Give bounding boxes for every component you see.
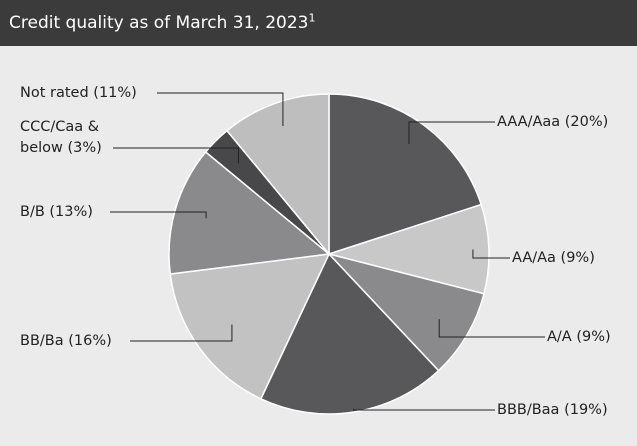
value-label: (9%) — [576, 328, 611, 345]
value-label: (19%) — [564, 401, 608, 418]
category-label: BBB/Baa — [497, 401, 560, 418]
slice-label: AA/Aa (9%) — [512, 248, 595, 269]
leader-line — [130, 324, 233, 342]
value-label: (11%) — [93, 84, 137, 101]
pie-slice — [169, 253, 331, 400]
pie-slice — [326, 252, 485, 372]
value-label: (13%) — [49, 203, 93, 220]
value-label: (20%) — [564, 113, 609, 130]
pie-slice — [326, 203, 490, 295]
value-label: (9%) — [560, 249, 595, 266]
leader-line — [353, 408, 495, 411]
category-label: A/A — [547, 328, 572, 345]
category-label: BB/Ba — [20, 332, 64, 349]
footnote-mark: 1 — [308, 11, 316, 25]
chart-header: Credit quality as of March 31, 20231 — [0, 0, 637, 46]
leader-line — [438, 319, 545, 338]
leader-line — [110, 211, 207, 219]
slice-label: AAA/Aaa (20%) — [497, 112, 608, 133]
chart-title: Credit quality as of March 31, 2023 — [9, 13, 309, 33]
slice-label: A/A (9%) — [547, 327, 611, 348]
pie-slice — [328, 93, 483, 256]
leader-line — [157, 92, 284, 127]
category-label: Not rated — [20, 84, 89, 101]
category-label: CCC/Caa & below — [20, 119, 100, 156]
slice-label: B/B (13%) — [20, 202, 93, 223]
leader-line — [408, 121, 495, 144]
pie-slice — [168, 150, 331, 275]
category-label: B/B — [20, 203, 45, 220]
value-label: (16%) — [68, 332, 112, 349]
slice-label: Not rated (11%) — [20, 83, 137, 104]
slice-label: BBB/Baa (19%) — [497, 400, 608, 421]
leader-line — [472, 249, 510, 259]
pie-slice — [259, 252, 440, 415]
slice-label: BB/Ba (16%) — [20, 331, 112, 352]
pie-slice — [225, 93, 330, 257]
category-label: AAA/Aaa — [497, 113, 561, 130]
category-label: AA/Aa — [512, 249, 556, 266]
value-label: (3%) — [67, 140, 102, 156]
leader-line — [113, 147, 239, 164]
slice-label: CCC/Caa & below (3%) — [20, 117, 115, 159]
